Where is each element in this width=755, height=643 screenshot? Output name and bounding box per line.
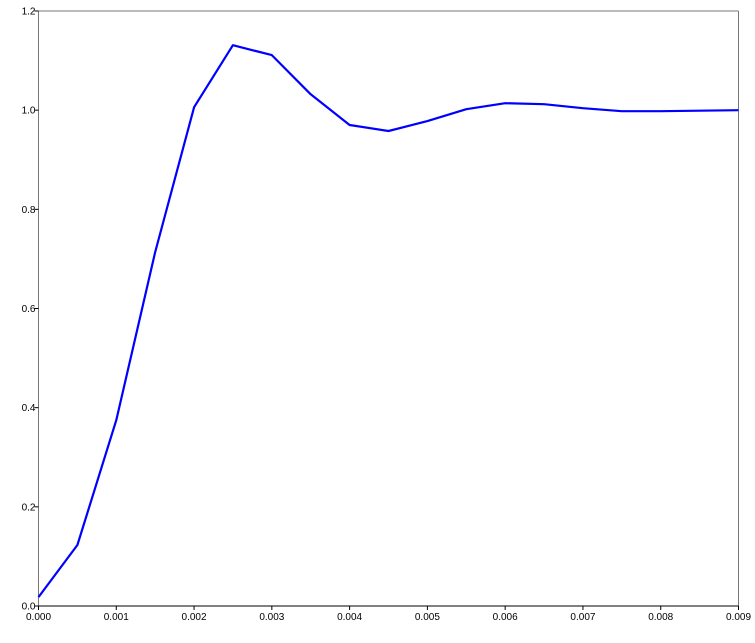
y-tick-label: 1.0 <box>22 106 36 117</box>
y-tick-label: 0.8 <box>22 205 36 216</box>
tick-labels: 0.000 0.001 0.002 0.003 0.004 0.005 0.006 0.007… <box>22 7 752 624</box>
x-tick-label: 0.002 <box>182 612 207 623</box>
y-tick-label: 0.2 <box>22 502 36 513</box>
x-tick-label: 0.000 <box>26 612 51 623</box>
y-tick-label: 0.0 <box>22 602 36 613</box>
x-tick-label: 0.008 <box>648 612 673 623</box>
y-tick-label: 0.6 <box>22 304 36 315</box>
x-tick-label: 0.007 <box>570 612 595 623</box>
x-tick-label: 0.003 <box>259 612 284 623</box>
y-tick-label: 1.2 <box>22 7 36 18</box>
axes <box>34 10 739 610</box>
x-tick-label: 0.004 <box>337 612 362 623</box>
x-tick-label: 0.009 <box>726 612 751 623</box>
x-tick-label: 0.005 <box>415 612 440 623</box>
x-tick-label: 0.001 <box>104 612 129 623</box>
x-tick-label: 0.006 <box>493 612 518 623</box>
series-layer <box>37 44 739 598</box>
series-line <box>37 44 739 598</box>
y-tick-label: 0.4 <box>22 403 36 414</box>
